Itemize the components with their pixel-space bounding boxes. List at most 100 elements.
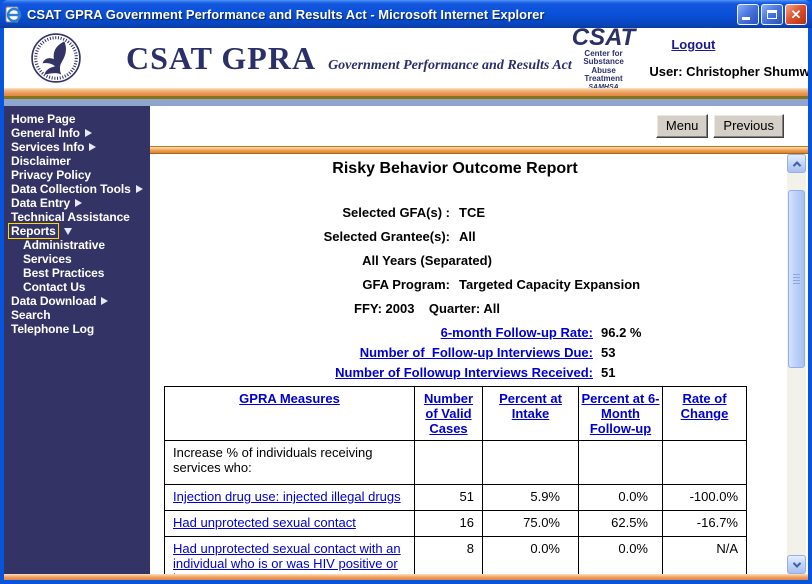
maximize-icon bbox=[767, 9, 777, 19]
close-button[interactable]: ✕ bbox=[785, 3, 807, 25]
sidebar-item-label: Best Practices bbox=[23, 266, 105, 280]
gold-divider-bar bbox=[150, 146, 808, 154]
sidebar-item-general-info[interactable]: General Info bbox=[11, 126, 150, 140]
value-cell bbox=[578, 440, 663, 485]
column-header-link-percent-at-intake[interactable]: Percent at Intake bbox=[499, 391, 562, 421]
param-row-gfa-program: GFA Program: Targeted Capacity Expansion bbox=[164, 278, 746, 292]
session-block: Logout User: Christopher Shumway bbox=[649, 37, 808, 79]
samhsa-label: SAMHSA bbox=[572, 84, 636, 91]
sidebar-item-label: Data Entry bbox=[11, 196, 71, 210]
brand-title: CSAT GPRA bbox=[126, 39, 317, 76]
column-header-link-number-of-valid-cases[interactable]: Number of Valid Cases bbox=[423, 391, 474, 436]
gpra-measures-table: GPRA Measures Number of Valid Cases Percen… bbox=[164, 386, 747, 574]
csat-line2: Abuse Treatment bbox=[584, 65, 623, 84]
stat-row-6-month-follow-up-rate: 6-month Follow-up Rate: 96.2 % bbox=[164, 326, 746, 340]
column-header-link-gpra-measures[interactable]: GPRA Measures bbox=[239, 391, 340, 406]
chevron-up-icon bbox=[792, 160, 801, 170]
param-label: Selected Grantee(s): bbox=[323, 229, 450, 244]
sidebar-item-label: Data Collection Tools bbox=[11, 182, 131, 196]
brand-subtitle: Government Performance and Results Act bbox=[328, 57, 572, 73]
sidebar-item-label: Search bbox=[11, 308, 51, 322]
scrollbar-thumb[interactable] bbox=[788, 190, 805, 368]
scroll-down-button[interactable] bbox=[787, 555, 806, 574]
stat-value: 96.2 % bbox=[601, 325, 642, 340]
main-area: Home Page General Info Services Info Discla… bbox=[4, 106, 808, 574]
sidebar-item-data-download[interactable]: Data Download bbox=[11, 294, 150, 308]
content-column: Menu Previous Risky Behavior Outcome Rep… bbox=[150, 106, 808, 574]
sidebar-item-label: Contact Us bbox=[23, 280, 86, 294]
sidebar-item-technical-assistance[interactable]: Technical Assistance bbox=[11, 210, 150, 224]
followup-stats: 6-month Follow-up Rate: 96.2 % Number of F… bbox=[164, 326, 746, 380]
measure-link-had-unprotected-sexual-contact[interactable]: Had unprotected sexual contact bbox=[173, 515, 356, 530]
param-center-text: All Years (Separated) bbox=[362, 253, 492, 268]
measure-cell: Had unprotected sexual contact with an i… bbox=[164, 536, 415, 574]
param-value: Targeted Capacity Expansion bbox=[459, 277, 641, 292]
sidebar-item-services-info[interactable]: Services Info bbox=[11, 140, 150, 154]
window-title: CSAT GPRA Government Performance and Res… bbox=[27, 6, 545, 22]
sidebar-item-administrative[interactable]: Administrative bbox=[11, 238, 150, 252]
number-of-followup-interviews-received-link[interactable]: Number of Followup Interviews Received: bbox=[335, 365, 593, 380]
value-cell: 75.0% bbox=[482, 510, 579, 537]
stat-row-number-of-follow-up-interviews-due: Number of Follow-up Interviews Due: 53 bbox=[164, 346, 746, 360]
report-title: Risky Behavior Outcome Report bbox=[332, 160, 578, 177]
sidebar-item-data-collection-tools[interactable]: Data Collection Tools bbox=[11, 182, 150, 196]
sidebar-item-best-practices[interactable]: Best Practices bbox=[11, 266, 150, 280]
measure-link-injection-drug-use-injected-illegal-drugs[interactable]: Injection drug use: injected illegal dru… bbox=[173, 489, 401, 504]
expand-right-arrow-icon bbox=[89, 143, 97, 151]
minimize-icon bbox=[742, 16, 750, 20]
column-header-percent-at-intake: Percent at Intake bbox=[482, 386, 579, 441]
minimize-button[interactable] bbox=[737, 3, 759, 25]
value-cell: N/A bbox=[662, 536, 747, 574]
value-cell bbox=[414, 440, 483, 485]
sidebar-item-label: Home Page bbox=[11, 112, 76, 126]
value-cell: 8 bbox=[414, 536, 483, 574]
sidebar-item-privacy-policy[interactable]: Privacy Policy bbox=[11, 168, 150, 182]
internet-explorer-icon bbox=[5, 6, 22, 22]
sidebar-item-disclaimer[interactable]: Disclaimer bbox=[11, 154, 150, 168]
sidebar-item-search[interactable]: Search bbox=[11, 308, 150, 322]
measure-link-had-unprotected-sexual-contact-with-an-individual-who-is-or-was-hiv-positive-or-has-aids[interactable]: Had unprotected sexual contact with an i… bbox=[173, 541, 401, 574]
sidebar-item-label: Data Download bbox=[11, 294, 97, 308]
measure-cell: Had unprotected sexual contact bbox=[164, 510, 415, 537]
window-titlebar[interactable]: CSAT GPRA Government Performance and Res… bbox=[0, 0, 812, 28]
sidebar-item-telephone-log[interactable]: Telephone Log bbox=[11, 322, 150, 336]
csat-samhsa-logo: CSAT Center for Substance Abuse Treatmen… bbox=[572, 28, 636, 91]
sidebar-item-data-entry[interactable]: Data Entry bbox=[11, 196, 150, 210]
previous-button[interactable]: Previous bbox=[713, 114, 784, 138]
scroll-up-button[interactable] bbox=[787, 154, 806, 173]
logout-link[interactable]: Logout bbox=[671, 37, 716, 52]
value-cell: 5.9% bbox=[482, 484, 579, 511]
measure-text: Increase % of individuals receiving serv… bbox=[173, 445, 373, 475]
stat-row-number-of-followup-interviews-received: Number of Followup Interviews Received: 5… bbox=[164, 366, 746, 380]
value-cell: 16 bbox=[414, 510, 483, 537]
sidebar-item-home-page[interactable]: Home Page bbox=[11, 112, 150, 126]
table-row: Had unprotected sexual contact 16 75.0% 62.… bbox=[164, 510, 747, 537]
column-header-link-percent-at-6-month-follow-up[interactable]: Percent at 6-Month Follow-up bbox=[581, 391, 660, 436]
expand-right-arrow-icon bbox=[135, 185, 143, 193]
expand-right-arrow-icon bbox=[84, 129, 92, 137]
6-month-follow-up-rate-link[interactable]: 6-month Follow-up Rate: bbox=[440, 325, 593, 340]
close-icon: ✕ bbox=[790, 6, 802, 22]
vertical-scrollbar[interactable] bbox=[787, 154, 806, 574]
sidebar-item-label: Reports bbox=[8, 223, 59, 239]
sidebar-item-reports[interactable]: Reports bbox=[8, 223, 150, 239]
column-header-link-rate-of-change[interactable]: Rate of Change bbox=[680, 391, 729, 421]
menu-button[interactable]: Menu bbox=[655, 114, 709, 138]
value-cell bbox=[662, 440, 747, 485]
chevron-down-icon bbox=[792, 558, 801, 568]
sidebar-item-label: Services Info bbox=[11, 140, 85, 154]
stat-value: 51 bbox=[601, 365, 616, 380]
sidebar-item-label: General Info bbox=[11, 126, 80, 140]
column-header-number-of-valid-cases: Number of Valid Cases bbox=[414, 386, 483, 441]
sidebar-item-contact-us[interactable]: Contact Us bbox=[11, 280, 150, 294]
number-of-follow-up-interviews-due-link[interactable]: Number of Follow-up Interviews Due: bbox=[359, 345, 593, 360]
param-value: TCE bbox=[459, 205, 485, 220]
report-content: Risky Behavior Outcome Report Selected G… bbox=[150, 154, 808, 574]
sidebar-nav: Home Page General Info Services Info Discla… bbox=[4, 106, 150, 574]
sidebar-item-label: Disclaimer bbox=[11, 154, 71, 168]
sidebar-item-services[interactable]: Services bbox=[11, 252, 150, 266]
bottom-orange-stripe bbox=[4, 574, 808, 580]
report-body: Risky Behavior Outcome Report Selected G… bbox=[164, 160, 747, 574]
param-row-ffy-2003-quarter-all: FFY: 2003 Quarter: All bbox=[164, 302, 746, 316]
maximize-button[interactable] bbox=[761, 3, 783, 25]
